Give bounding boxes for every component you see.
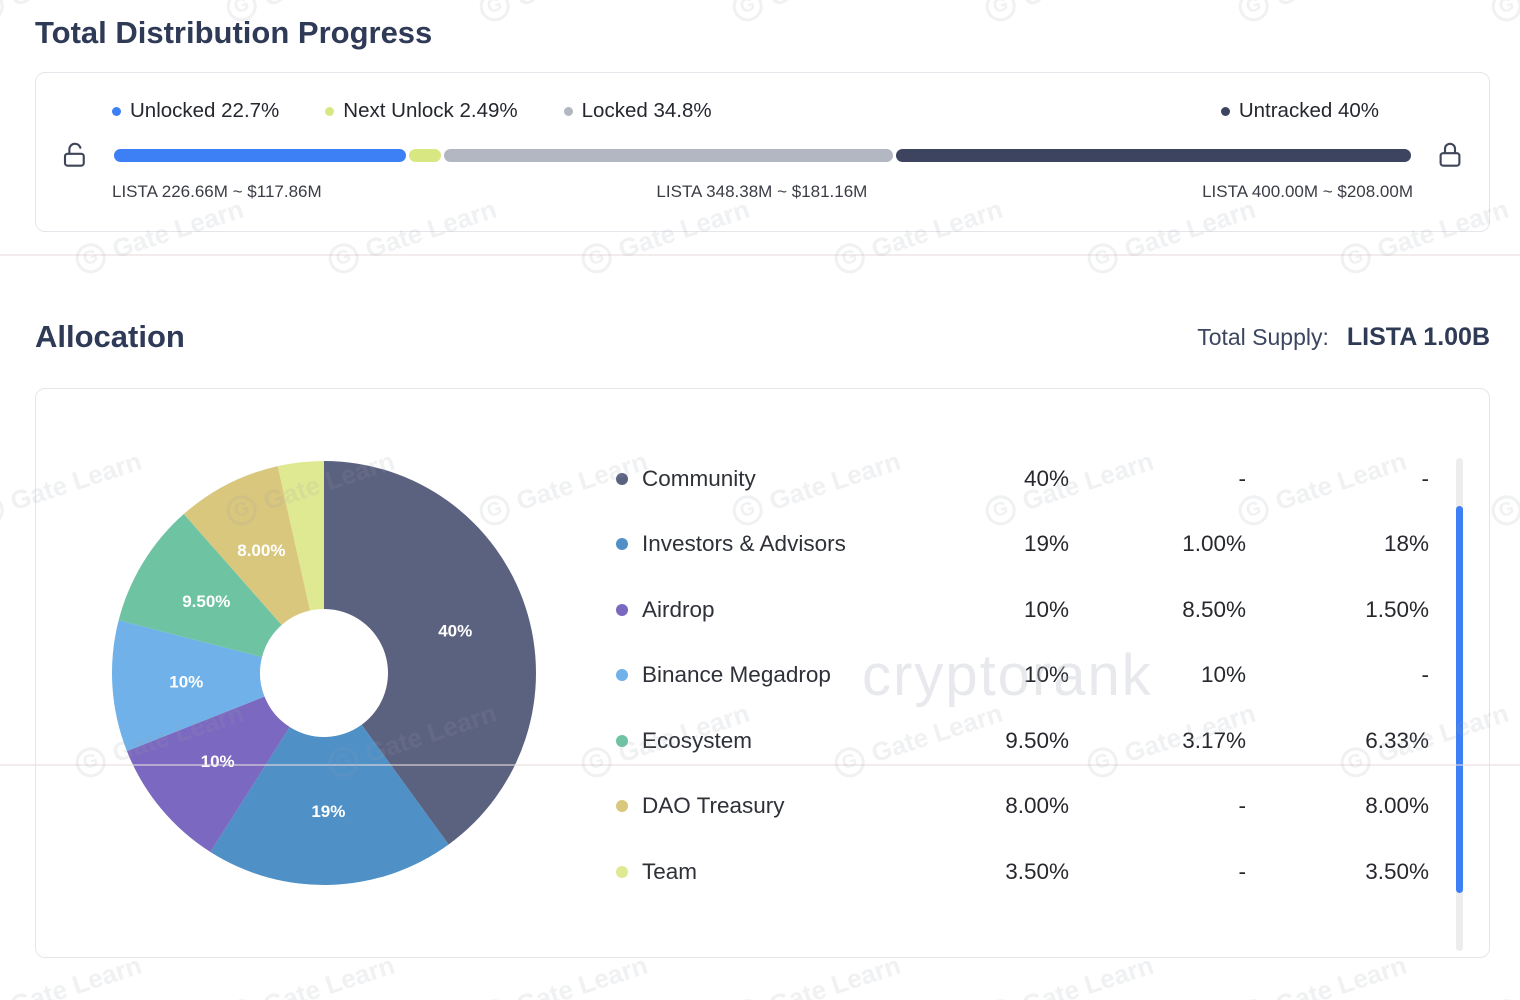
allocation-row-name: Community bbox=[642, 465, 756, 491]
allocation-row-name: Investors & Advisors bbox=[642, 531, 846, 557]
legend-label: Next Unlock 2.49% bbox=[343, 99, 518, 122]
allocation-row-investors-advisors: Investors & Advisors 19% 1.00% 18% bbox=[616, 512, 1429, 578]
legend-item-untracked: Untracked 40% bbox=[1220, 99, 1379, 123]
allocation-row-total: 9.50% bbox=[1005, 727, 1069, 753]
allocation-row-total: 19% bbox=[1023, 531, 1069, 557]
donut-slice-label: 9.50% bbox=[182, 592, 230, 611]
gate-logo-icon: G bbox=[0, 994, 8, 1000]
allocation-row-total: 8.00% bbox=[1005, 793, 1069, 819]
allocation-row-dot bbox=[616, 734, 628, 747]
allocation-row-name: Airdrop bbox=[642, 596, 715, 622]
bar-segment-unlocked[interactable] bbox=[114, 148, 407, 162]
allocation-row-unlocked: 1.00% bbox=[1182, 531, 1246, 557]
allocation-row-locked: - bbox=[1421, 662, 1430, 688]
allocation-row-ecosystem: Ecosystem 9.50% 3.17% 6.33% bbox=[616, 708, 1429, 774]
legend-item-next-unlock: Next Unlock 2.49% bbox=[325, 99, 518, 123]
donut-slice-label: 40% bbox=[438, 621, 472, 640]
allocation-row-binance-megadrop: Binance Megadrop 10% 10% - bbox=[616, 643, 1429, 709]
gate-logo-icon: G bbox=[1234, 994, 1273, 1000]
gate-logo-icon: G bbox=[222, 994, 261, 1000]
allocation-row-locked: 18% bbox=[1383, 531, 1429, 557]
legend-label: Locked 34.8% bbox=[581, 99, 712, 122]
allocation-row-dot bbox=[616, 538, 628, 551]
total-supply: Total Supply: LISTA 1.00B bbox=[1197, 323, 1490, 352]
allocation-row-unlocked: 8.50% bbox=[1182, 596, 1246, 622]
allocation-row-total: 10% bbox=[1023, 596, 1069, 622]
allocation-row-total: 3.50% bbox=[1005, 858, 1069, 884]
gate-logo-icon: G bbox=[728, 994, 767, 1000]
donut-slice-label: 10% bbox=[201, 752, 235, 771]
milestone-next-unlock: LISTA 348.38M ~ $181.16M bbox=[656, 182, 868, 201]
allocation-row-unlocked: 10% bbox=[1200, 662, 1246, 688]
milestone-total: LISTA 400.00M ~ $208.00M bbox=[1202, 182, 1413, 201]
distribution-bar-row bbox=[60, 140, 1465, 170]
legend-dot bbox=[563, 106, 573, 116]
allocation-row-dot bbox=[616, 603, 628, 616]
legend-label: Untracked 40% bbox=[1238, 99, 1379, 122]
distribution-title: Total Distribution Progress bbox=[35, 15, 433, 50]
legend-item-locked: Locked 34.8% bbox=[563, 99, 712, 123]
allocation-row-total: 10% bbox=[1023, 662, 1069, 688]
gate-logo-icon: G bbox=[1487, 994, 1520, 1000]
allocation-row-unlocked: - bbox=[1238, 465, 1247, 491]
allocation-row-name: Binance Megadrop bbox=[642, 662, 831, 688]
donut-slice-binance-megadrop[interactable] bbox=[111, 620, 265, 752]
allocation-row-dao-treasury: DAO Treasury 8.00% - 8.00% bbox=[616, 774, 1429, 840]
donut-slice-airdrop[interactable] bbox=[126, 696, 290, 852]
donut-slice-community[interactable] bbox=[324, 461, 537, 845]
lock-icon bbox=[1435, 140, 1465, 170]
distribution-card: Unlocked 22.7% Next Unlock 2.49% Locked 34… bbox=[35, 72, 1490, 232]
legend-dot bbox=[325, 106, 335, 116]
bar-segment-locked[interactable] bbox=[444, 148, 893, 162]
total-supply-label: Total Supply: bbox=[1197, 323, 1329, 350]
allocation-row-locked: - bbox=[1421, 465, 1430, 491]
legend-dot bbox=[1220, 106, 1230, 116]
gate-logo-icon: G bbox=[981, 994, 1020, 1000]
bar-segment-next-unlock[interactable] bbox=[409, 148, 442, 162]
allocation-table: Community 40% - - Investors & Advisors 19% 1.0… bbox=[616, 446, 1429, 905]
allocation-title: Allocation bbox=[35, 319, 185, 354]
donut-slice-label: 8.00% bbox=[237, 541, 285, 560]
distribution-milestones: LISTA 226.66M ~ $117.86M LISTA 348.38M ~… bbox=[112, 182, 1413, 202]
donut-slice-label: 10% bbox=[169, 673, 203, 692]
allocation-row-locked: 3.50% bbox=[1365, 858, 1429, 884]
legend-dot bbox=[112, 106, 121, 116]
allocation-row-unlocked: 3.17% bbox=[1182, 727, 1246, 753]
allocation-row-dot bbox=[616, 865, 628, 878]
allocation-row-locked: 1.50% bbox=[1365, 596, 1429, 622]
allocation-row-locked: 8.00% bbox=[1365, 793, 1429, 819]
scrollbar-thumb[interactable] bbox=[1456, 506, 1463, 893]
allocation-row-total: 40% bbox=[1023, 465, 1069, 491]
allocation-row-unlocked: - bbox=[1238, 793, 1247, 819]
donut-slice-label: 19% bbox=[311, 802, 345, 821]
allocation-row-name: Ecosystem bbox=[642, 727, 753, 753]
allocation-row-dot bbox=[616, 472, 628, 485]
donut-slice-team[interactable] bbox=[277, 461, 324, 611]
donut-slice-ecosystem[interactable] bbox=[118, 513, 282, 658]
donut-slice-dao-treasury[interactable] bbox=[183, 466, 311, 625]
unlock-icon bbox=[60, 140, 90, 170]
legend-item-unlocked: Unlocked 22.7% bbox=[112, 99, 279, 123]
allocation-row-locked: 6.33% bbox=[1365, 727, 1429, 753]
total-supply-value: LISTA 1.00B bbox=[1346, 322, 1490, 351]
allocation-row-name: DAO Treasury bbox=[642, 793, 785, 819]
allocation-donut-chart: 40% 19% 10% 10% 9.50% 8.00% bbox=[104, 453, 544, 893]
milestone-unlocked: LISTA 226.66M ~ $117.86M bbox=[112, 182, 322, 201]
allocation-row-community: Community 40% - - bbox=[616, 446, 1429, 512]
distribution-progress-bar bbox=[114, 148, 1411, 162]
gate-logo-icon: G bbox=[475, 994, 514, 1000]
allocation-row-dot bbox=[616, 800, 628, 813]
bar-segment-untracked[interactable] bbox=[895, 148, 1411, 162]
allocation-row-team: Team 3.50% - 3.50% bbox=[616, 839, 1429, 905]
scrollbar-track[interactable] bbox=[1456, 458, 1463, 951]
allocation-row-dot bbox=[616, 669, 628, 682]
allocation-card: 40% 19% 10% 10% 9.50% 8.00% Community 40% - - Inv… bbox=[35, 388, 1490, 958]
allocation-row-unlocked: - bbox=[1238, 858, 1247, 884]
allocation-row-name: Team bbox=[642, 858, 698, 884]
legend-label: Unlocked 22.7% bbox=[130, 99, 280, 122]
distribution-legend: Unlocked 22.7% Next Unlock 2.49% Locked 34… bbox=[112, 99, 1413, 123]
allocation-row-airdrop: Airdrop 10% 8.50% 1.50% bbox=[616, 577, 1429, 643]
allocation-header: Allocation Total Supply: LISTA 1.00B bbox=[35, 318, 1490, 356]
